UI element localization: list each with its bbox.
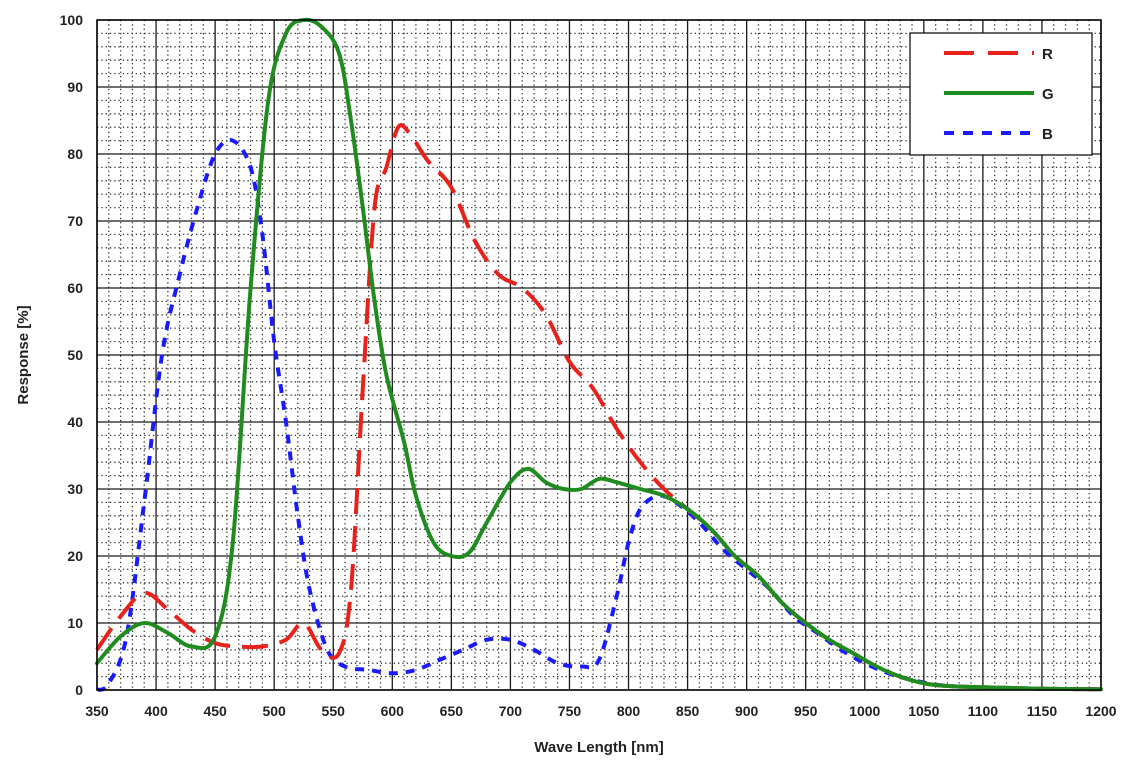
x-tick-label: 1000 bbox=[849, 703, 880, 719]
y-tick-label: 70 bbox=[67, 213, 83, 229]
x-tick-label: 500 bbox=[262, 703, 286, 719]
plot-frame bbox=[96, 19, 1102, 691]
y-tick-label: 90 bbox=[67, 79, 83, 95]
x-tick-label: 800 bbox=[617, 703, 641, 719]
y-tick-label: 80 bbox=[67, 146, 83, 162]
series-lines bbox=[95, 17, 1103, 692]
legend-label-b: B bbox=[1042, 126, 1053, 143]
x-tick-label: 450 bbox=[203, 703, 227, 719]
legend: R G B bbox=[909, 32, 1093, 156]
x-tick-label: 950 bbox=[794, 703, 818, 719]
y-tick-label: 40 bbox=[67, 414, 83, 430]
x-tick-label: 400 bbox=[144, 703, 168, 719]
y-tick-label: 0 bbox=[75, 682, 83, 698]
y-tick-label: 100 bbox=[60, 12, 84, 28]
x-tick-label: 600 bbox=[381, 703, 405, 719]
series-line-b bbox=[96, 138, 1102, 692]
x-tick-label: 1200 bbox=[1085, 703, 1116, 719]
x-tick-label: 750 bbox=[558, 703, 582, 719]
x-tick-label: 700 bbox=[499, 703, 523, 719]
y-tick-label: 30 bbox=[67, 481, 83, 497]
legend-label-g: G bbox=[1042, 86, 1054, 103]
legend-label-r: R bbox=[1042, 46, 1053, 63]
y-tick-label: 50 bbox=[67, 347, 83, 363]
y-tick-label: 20 bbox=[67, 548, 83, 564]
x-tick-label: 550 bbox=[322, 703, 346, 719]
x-tick-label: 1100 bbox=[968, 703, 999, 719]
axis-ticks: 350 400 450 500 550 600 650 700 750 800 850 900 950 1… bbox=[60, 12, 1117, 719]
x-axis-title: Wave Length [nm] bbox=[534, 739, 663, 756]
series-line-g bbox=[95, 17, 1103, 692]
y-tick-label: 60 bbox=[67, 280, 83, 296]
x-tick-label: 350 bbox=[85, 703, 109, 719]
x-tick-label: 900 bbox=[735, 703, 759, 719]
x-tick-label: 650 bbox=[440, 703, 464, 719]
y-axis-title: Response [%] bbox=[15, 305, 32, 404]
x-tick-label: 1150 bbox=[1027, 703, 1058, 719]
y-tick-label: 10 bbox=[67, 615, 83, 631]
series-line-r bbox=[95, 123, 1102, 692]
x-tick-label: 850 bbox=[676, 703, 700, 719]
x-tick-label: 1050 bbox=[908, 703, 939, 719]
